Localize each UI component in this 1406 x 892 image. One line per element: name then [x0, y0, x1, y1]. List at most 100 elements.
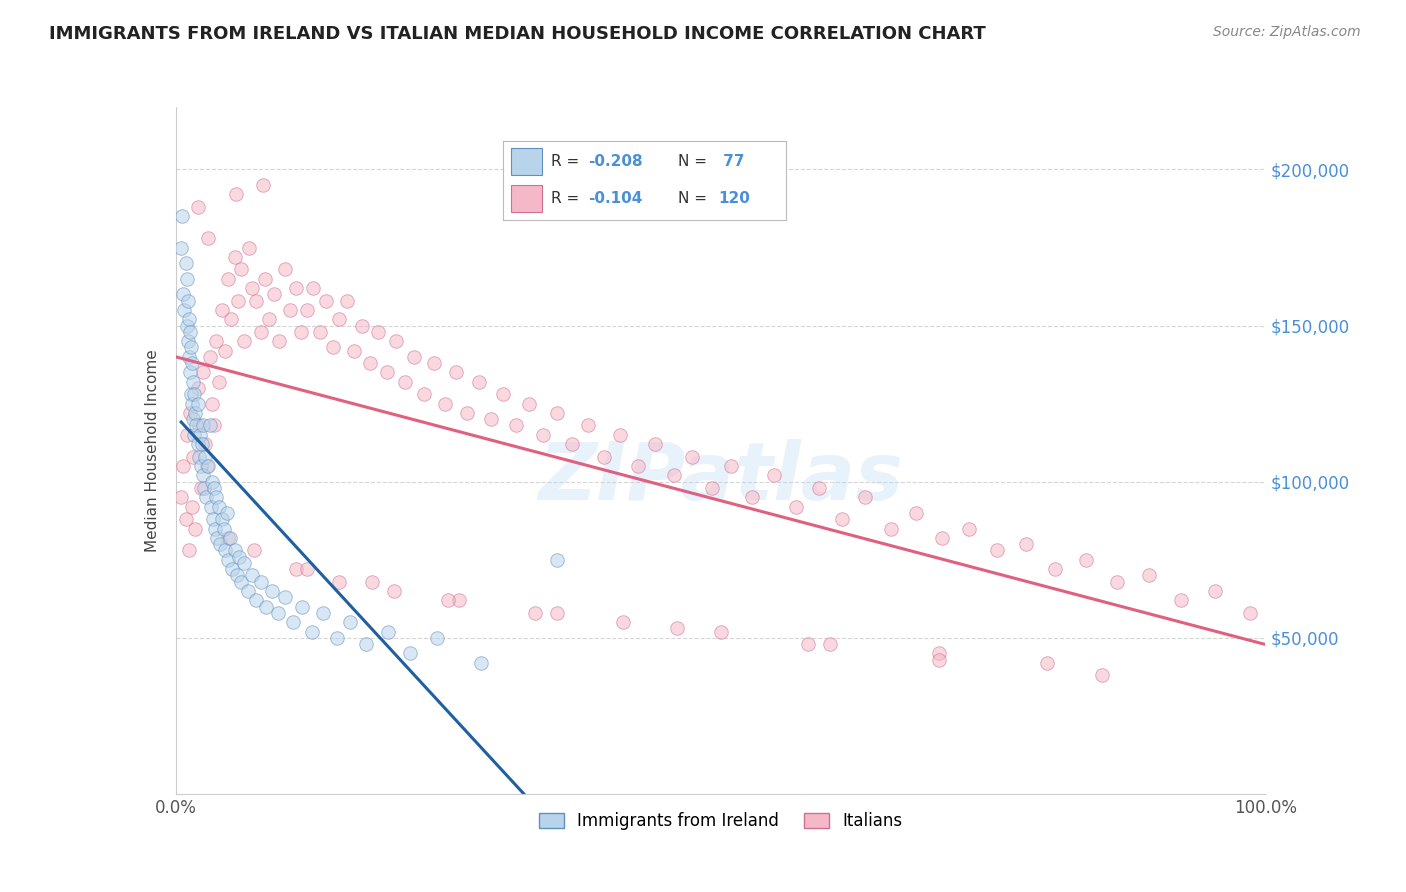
Point: [267, 606, 290, 620]
Point: [928, 646, 950, 660]
Point: [201, 475, 224, 489]
Point: [186, 381, 209, 395]
Point: [215, 506, 238, 520]
Point: [172, 209, 194, 223]
Point: [377, 624, 399, 639]
Text: Source: ZipAtlas.com: Source: ZipAtlas.com: [1213, 25, 1361, 39]
Point: [385, 334, 408, 348]
Point: [831, 512, 853, 526]
Point: [221, 562, 243, 576]
Point: [225, 187, 247, 202]
Point: [561, 437, 583, 451]
Point: [662, 468, 685, 483]
Point: [172, 287, 194, 301]
Point: [807, 481, 830, 495]
Point: [179, 366, 201, 380]
Point: [193, 481, 215, 495]
Point: [1074, 552, 1097, 567]
Point: [225, 568, 247, 582]
Point: [423, 356, 446, 370]
Point: [191, 437, 214, 451]
Point: [179, 406, 201, 420]
Point: [433, 396, 456, 410]
Point: [546, 406, 568, 420]
Point: [295, 562, 318, 576]
Point: [180, 340, 202, 354]
Point: [1170, 593, 1192, 607]
Point: [274, 591, 297, 605]
Point: [343, 343, 366, 358]
Point: [228, 549, 250, 564]
Point: [360, 574, 382, 589]
Point: [957, 521, 980, 535]
Point: [187, 418, 209, 433]
Point: [328, 312, 350, 326]
Point: [187, 450, 209, 464]
Point: [176, 318, 198, 333]
Point: [214, 543, 236, 558]
Point: [211, 303, 233, 318]
Point: [336, 293, 359, 308]
Text: 77: 77: [718, 154, 744, 169]
Point: [245, 293, 267, 308]
Point: [208, 375, 231, 389]
Point: [194, 450, 217, 464]
Point: [479, 412, 502, 426]
Point: [202, 481, 225, 495]
Point: [181, 396, 204, 410]
Point: [322, 340, 344, 354]
Point: [524, 606, 547, 620]
Point: [201, 396, 224, 410]
Point: [576, 418, 599, 433]
Point: [198, 350, 221, 364]
Point: [238, 240, 260, 255]
Point: [593, 450, 616, 464]
Point: [1137, 568, 1160, 582]
Point: [208, 500, 231, 514]
Point: [339, 615, 361, 630]
Point: [224, 543, 246, 558]
Point: [269, 334, 291, 348]
Point: [188, 427, 211, 442]
Text: N =: N =: [678, 191, 713, 206]
Text: -0.104: -0.104: [588, 191, 643, 206]
Point: [240, 281, 263, 295]
Point: [700, 481, 723, 495]
Point: [184, 521, 207, 535]
Point: [245, 593, 267, 607]
Point: [644, 437, 666, 451]
Point: [177, 312, 200, 326]
Point: [184, 406, 207, 420]
Point: [201, 512, 224, 526]
Point: [720, 458, 742, 473]
Point: [470, 656, 492, 670]
Point: [263, 287, 285, 301]
Point: [931, 531, 953, 545]
Point: [224, 250, 246, 264]
Point: [818, 637, 841, 651]
Point: [447, 593, 470, 607]
Point: [1239, 606, 1261, 620]
Point: [197, 458, 219, 473]
Point: [233, 556, 256, 570]
Point: [181, 412, 204, 426]
Point: [170, 240, 193, 255]
Point: [785, 500, 807, 514]
Point: [367, 325, 389, 339]
Point: [172, 458, 194, 473]
Point: [176, 271, 198, 285]
Point: [904, 506, 927, 520]
Point: [456, 406, 478, 420]
Point: [191, 366, 214, 380]
Point: [249, 574, 271, 589]
Point: [505, 418, 527, 433]
Point: [202, 418, 225, 433]
Point: [399, 646, 422, 660]
Point: [233, 334, 256, 348]
Point: [1091, 668, 1114, 682]
Point: [295, 303, 318, 318]
Text: R =: R =: [551, 154, 583, 169]
Point: [710, 624, 733, 639]
Point: [352, 318, 374, 333]
Point: [326, 631, 349, 645]
